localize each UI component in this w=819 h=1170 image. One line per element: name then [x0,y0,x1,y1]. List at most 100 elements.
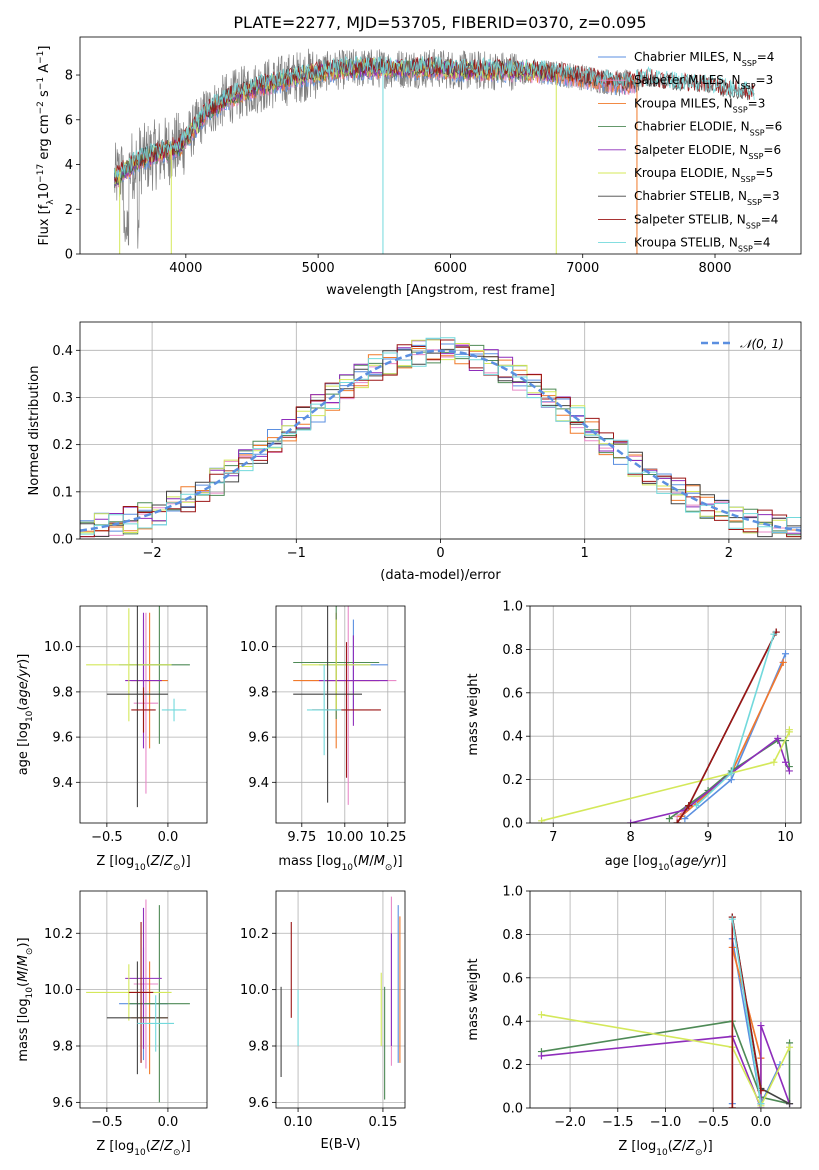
massweight_vs_age-marker [685,802,693,810]
spectrum-plot-area [114,48,755,254]
figure-title: PLATE=2277, MJD=53705, FIBERID=0370, z=0… [233,13,646,32]
legend-ssp-count: =6 [763,143,781,157]
age_vs_mass-xtick-label: 10.00 [326,830,363,845]
massweight_vs_Z-marker [537,1052,545,1060]
z-xlabel: Z [log10(Z/Z⊙)] [96,854,190,873]
legend-label-salpeter-elodie: Salpeter ELODIE, NSSP=6 [634,143,781,161]
massweight_vs_age-marker [779,658,787,666]
massweight_vs_Z-xtick-label: 0.0 [751,1115,772,1130]
massweight_vs_age-xtick-label: 7 [549,830,557,845]
z-xlabel-part: 10 [656,1148,668,1158]
spectrum-ytick-label: 0 [65,248,73,263]
mass_vs_EBV-ytick-label: 10.0 [240,983,269,998]
age_vs_mass-xtick-label: 9.75 [287,830,316,845]
massweight_vs_age-marker [782,758,790,766]
age_vs_Z-ytick-label: 9.8 [52,685,73,700]
legend-ssp-sub: SSP [746,221,761,230]
massweight_vs_Z-marker [757,1100,765,1108]
z-xlabel-part: Z [log [96,854,134,869]
massweight_vs_age-xtick-label: 10 [777,830,794,845]
age_vs_Z-frame [79,605,208,824]
z-xlabel-part: Z [150,854,161,869]
legend-model-name: Chabrier ELODIE, N [634,120,750,134]
massweight_vs_Z-ylabel: mass weight [466,958,481,1040]
residuals-xtick-label: −2 [143,546,162,561]
massweight_vs_Z-marker [786,1043,794,1051]
spectrum-ylabel-part: −17 [36,164,46,183]
massweight_vs_age-marker [770,758,778,766]
legend-model-name: Kroupa STELIB, N [634,236,738,250]
z-xlabel-part: Z [log [618,1139,656,1154]
massweight_vs_age-line-kroupa-miles [680,662,784,818]
spectrum-xtick-label: 4000 [169,261,202,276]
massweight_vs_age-marker [727,769,735,777]
mass_vs_Z-plot-area [86,899,190,1103]
legend-label-salpeter-stelib: Salpeter STELIB, NSSP=4 [634,212,778,230]
legend-label-kroupa-elodie: Kroupa ELODIE, NSSP=5 [634,166,773,184]
residuals-xtick-label: 0 [436,546,444,561]
age_vs_mass-ytick-label: 9.4 [248,776,269,791]
massweight_vs_age-marker [774,734,782,742]
age-xlabel-part: age/yr [674,854,717,869]
legend-ssp-count: =4 [753,236,771,250]
spectrum-ytick-label: 8 [65,69,73,84]
mass_vs_EBV-ytick-label: 10.2 [240,927,269,942]
massweight_vs_Z-marker [537,1011,545,1019]
massweight_vs_age-line-salpeter-stelib [676,631,777,823]
spectrum-ylabel-part: −2 [36,101,46,114]
massweight_vs_Z-xtick-label: −2.0 [554,1115,586,1130]
legend-ssp-count: =4 [761,212,779,226]
massweight_vs_age-marker [538,817,546,823]
legend-model-name: Salpeter MILES, N [634,73,741,87]
age_vs_mass-xtick-label: 10.25 [369,830,406,845]
age-xlabel-part: ( [669,854,674,869]
legend-model-name: Salpeter STELIB, N [634,212,746,226]
spectrum-ylabel-part: erg cm [37,114,52,163]
massweight_vs_Z-plot-area [537,913,794,1108]
mass-ylabel-part: 10 [25,987,35,999]
residuals-frame [79,321,802,540]
residuals-ytick-label: 0.3 [52,391,73,406]
normal-legend-label: 𝒩(0, 1) [740,337,784,351]
legend-model-name: Chabrier MILES, N [634,50,742,64]
massweight_vs_Z-marker [728,915,736,923]
massweight_vs_Z-line-kroupa-elodie [541,1013,791,1108]
legend-model-name: Chabrier STELIB, N [634,189,747,203]
mass_vs_EBV-xtick-label: 0.10 [284,1115,313,1130]
mass_vs_EBV-xtick-label: 0.15 [368,1115,397,1130]
z-xlabel-part: )] [181,1139,191,1154]
model-spectrum-kroupa-stelib [114,55,755,179]
spectrum-axes: 4000 5000 6000 7000 8000 0 2 4 6 8 wavelength [Ang… [36,36,802,298]
massweight_vs_age-ylabel: mass weight [466,673,481,755]
massweight_vs_age-marker [681,815,689,823]
age_vs_Z-ytick-label: 9.4 [52,776,73,791]
age-ylabel-part: age/yr [16,662,31,705]
residuals-ytick-label: 0.0 [52,533,73,548]
spectrum-xtick-label: 5000 [302,261,335,276]
z-xlabel-part: / [160,1139,165,1154]
spectrum-ylabel-part: A [37,64,52,77]
age-xlabel-part: )] [716,854,726,869]
massweight_vs_age-marker [692,802,700,810]
residuals-xlabel: (data-model)/error [380,568,501,583]
legend-label-chabrier-elodie: Chabrier ELODIE, NSSP=6 [634,120,782,138]
spectrum-ylabel-part: 10 [37,183,52,200]
residuals-ytick-label: 0.4 [52,344,73,359]
massweight_vs_age-ytick-label: 1.0 [502,600,523,615]
mass_vs_EBV-frame [275,890,406,1109]
legend-ssp-sub: SSP [738,244,753,253]
massweight_vs_age-line-salpeter-elodie [630,737,791,823]
spectrum-xtick-label: 8000 [698,261,731,276]
legend-label-kroupa-stelib: Kroupa STELIB, NSSP=4 [634,236,771,254]
z-xlabel-part: ( [146,854,151,869]
z-xlabel-part: Z [685,1139,696,1154]
mass_vs_EBV-ytick-label: 9.6 [248,1096,269,1111]
massweight_vs_Z-axes: −2.0 −1.5 −1.0 −0.5 0.0 0.0 0.2 0.4 0.6 0.8 1.0 Z [… [466,885,802,1158]
massweight_vs_Z-marker [786,1100,794,1108]
spectrum-ylabel-part: ] [37,46,52,51]
legend-label-kroupa-miles: Kroupa MILES, NSSP=3 [634,96,765,114]
legend-ssp-count: =3 [762,189,780,203]
